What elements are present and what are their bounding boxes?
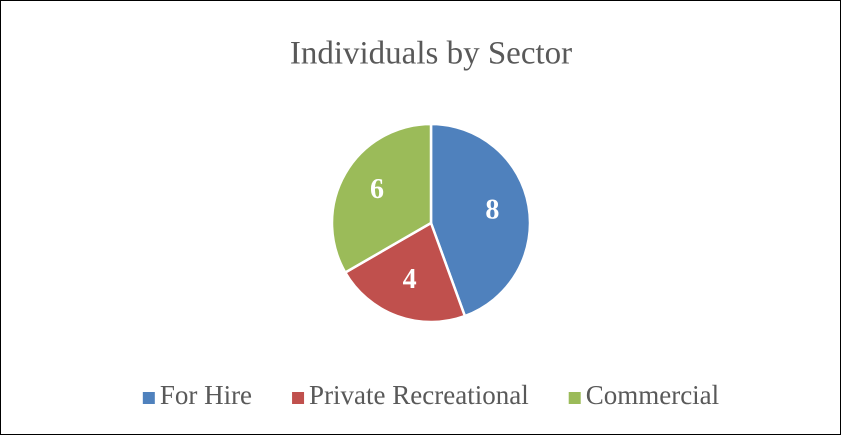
legend-label: Private Recreational: [309, 380, 529, 410]
legend-swatch: [568, 392, 581, 404]
data-label: 6: [370, 174, 384, 205]
legend-label: For Hire: [160, 380, 252, 410]
pie-slice: [343, 221, 467, 324]
legend-swatch: [142, 392, 155, 404]
legend-swatch: [292, 392, 305, 404]
pie-slice: [429, 122, 532, 318]
chart-title: Individuals by Sector: [290, 36, 572, 72]
data-label: 4: [403, 264, 417, 295]
legend-label: Commercial: [586, 380, 719, 410]
pie-slice: [330, 122, 433, 275]
data-label: 8: [485, 195, 499, 226]
